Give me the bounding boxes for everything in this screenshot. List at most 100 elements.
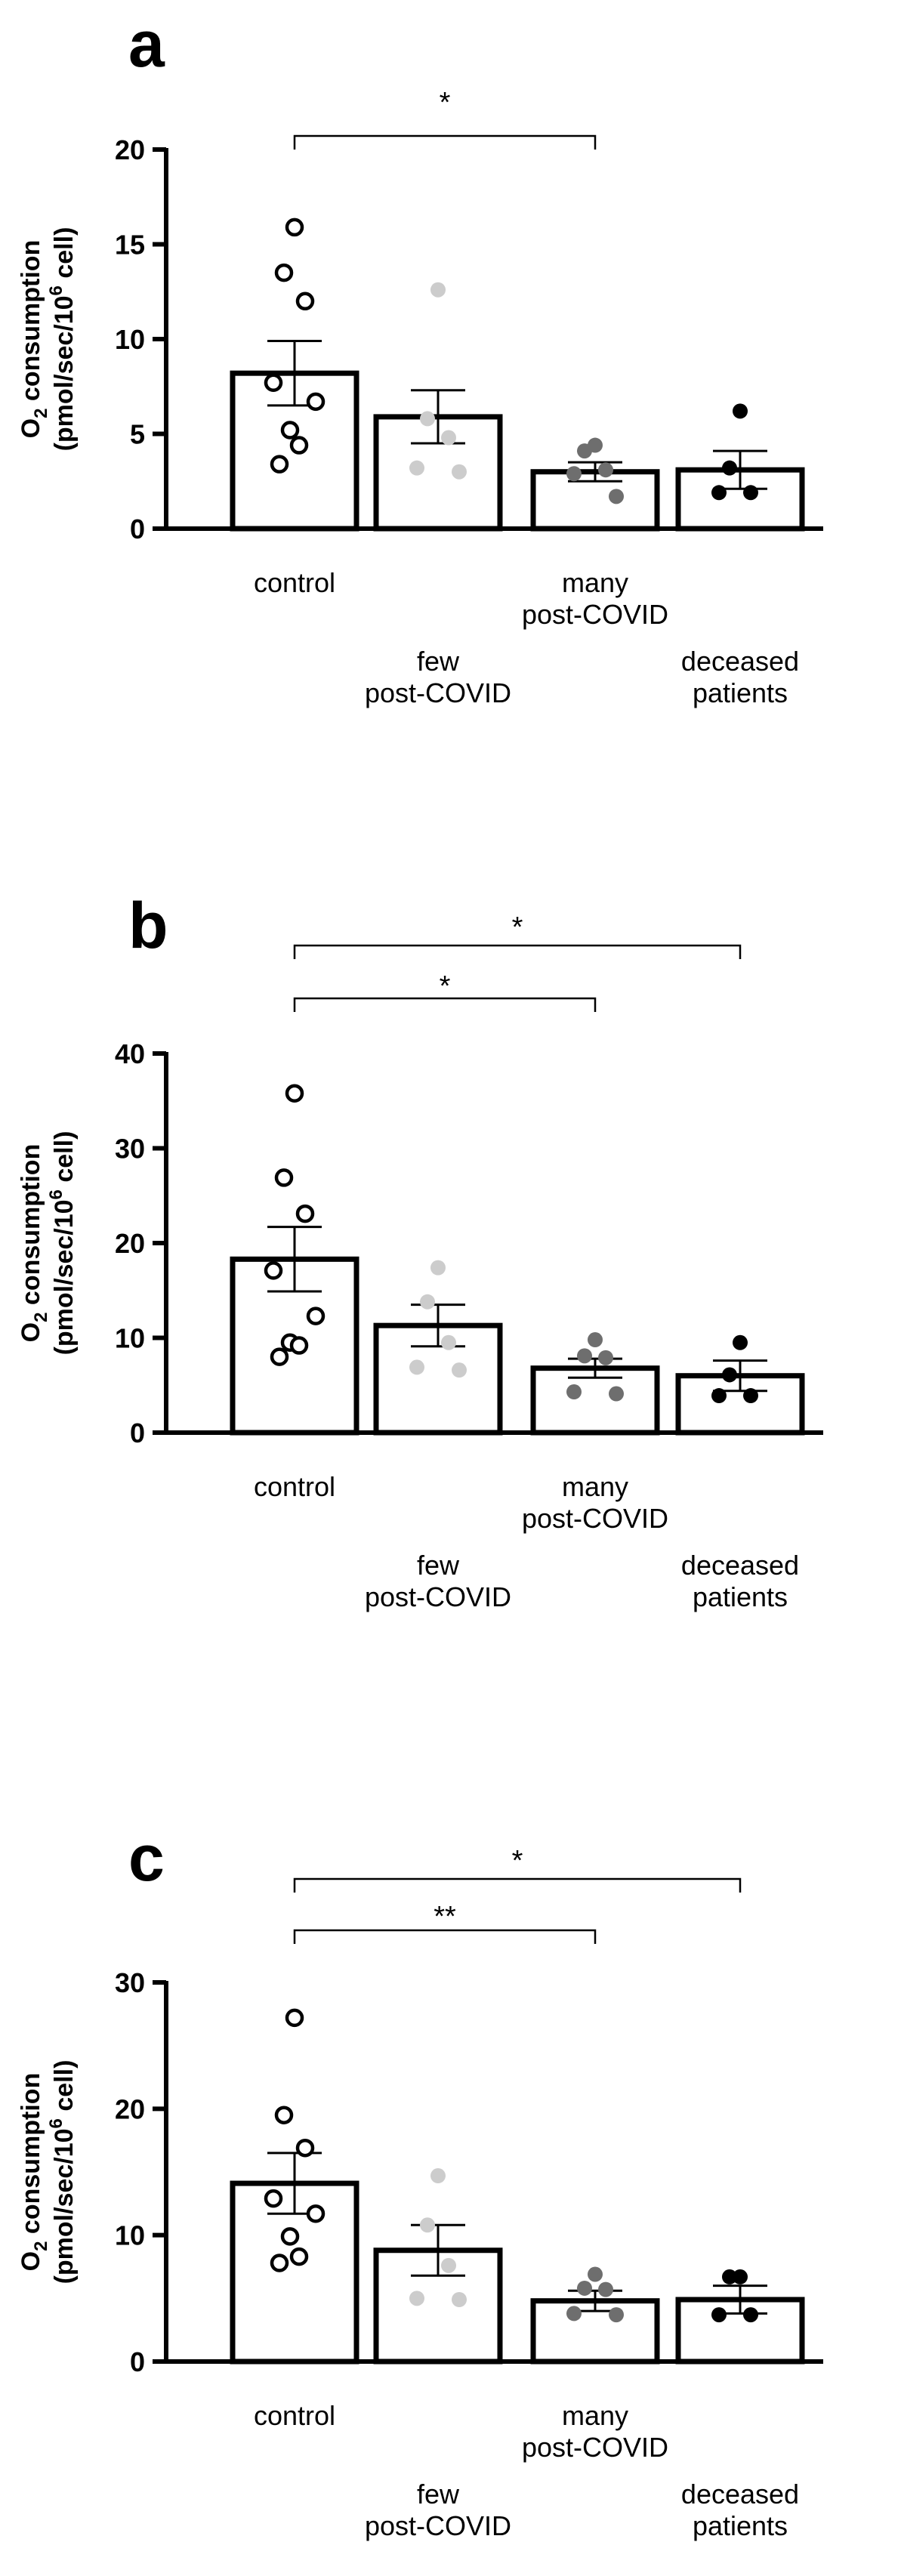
category-label: many <box>562 2400 628 2431</box>
significance-bracket <box>293 134 597 150</box>
data-point <box>733 2269 748 2284</box>
category-label: patients <box>693 2510 788 2541</box>
data-point <box>588 1332 603 1348</box>
data-point <box>285 1084 304 1103</box>
data-point <box>711 2307 727 2323</box>
significance-label: ** <box>434 1901 456 1933</box>
data-point <box>306 392 326 412</box>
data-point <box>441 1334 456 1350</box>
category-label: control <box>254 567 335 598</box>
panel-letter: a <box>128 8 165 81</box>
y-tick-label: 5 <box>130 419 145 450</box>
y-axis-label-main: O2 consumption <box>17 1144 51 1343</box>
y-axis-label-unit: (pmol/sec/106 cell) <box>46 2060 79 2284</box>
data-point <box>577 443 592 459</box>
data-point <box>722 460 737 476</box>
data-point <box>452 1362 467 1378</box>
data-point <box>452 2292 467 2308</box>
data-point <box>264 373 283 392</box>
y-tick-label: 30 <box>115 1967 145 1998</box>
y-tick-label: 15 <box>115 230 145 261</box>
data-point <box>733 1334 748 1350</box>
y-tick-label: 20 <box>115 134 145 165</box>
data-point <box>274 263 294 282</box>
category-label: patients <box>693 677 788 708</box>
category-label: control <box>254 2400 335 2431</box>
y-tick-label: 40 <box>115 1038 145 1069</box>
data-point <box>264 2189 283 2208</box>
y-tick-label: 10 <box>115 2220 145 2251</box>
y-tick-label: 30 <box>115 1134 145 1165</box>
y-tick-label: 0 <box>130 2346 145 2377</box>
chart-panel-a: a 0 5 10 15 20 O2 consumption (pmol/sec/106 cel… <box>17 8 823 708</box>
significance-label: * <box>440 970 451 1002</box>
data-point <box>722 2269 737 2284</box>
data-point <box>577 2280 592 2296</box>
data-point <box>306 2204 326 2223</box>
data-point <box>609 2307 624 2323</box>
data-point <box>743 2307 758 2323</box>
data-point <box>274 1168 294 1187</box>
data-point <box>295 1204 315 1223</box>
data-point <box>280 421 300 440</box>
bar <box>530 1365 660 1436</box>
significance-bracket <box>293 1877 742 1893</box>
data-point <box>430 1260 446 1276</box>
significance-label: * <box>512 1845 523 1877</box>
category-label: post-COVID <box>522 1503 668 1534</box>
y-axis-label-unit: (pmol/sec/106 cell) <box>46 1131 79 1356</box>
y-tick-label: 0 <box>130 514 145 545</box>
category-label: many <box>562 1471 628 1502</box>
data-point <box>566 1384 582 1400</box>
data-point <box>441 430 456 446</box>
category-label: few <box>417 2479 460 2510</box>
data-point <box>289 1336 309 1355</box>
data-point <box>289 436 309 455</box>
data-point <box>441 2257 456 2273</box>
category-label: post-COVID <box>365 2510 511 2541</box>
y-tick-label: 20 <box>115 2093 145 2124</box>
data-point <box>577 1348 592 1364</box>
significance-label: * <box>512 912 523 943</box>
chart-panel-c: c 0 10 20 30 O2 consumption (pmol/sec/106 cell… <box>17 1822 823 2541</box>
category-label: many <box>562 567 628 598</box>
data-point <box>598 462 613 478</box>
y-axis-label-unit: (pmol/sec/106 cell) <box>46 227 79 452</box>
y-tick-label: 10 <box>115 1323 145 1354</box>
category-label: post-COVID <box>522 2432 668 2463</box>
data-point <box>743 485 758 501</box>
data-point <box>289 2247 309 2266</box>
panel-letter: c <box>128 1822 165 1895</box>
data-point <box>270 455 289 474</box>
significance-bracket <box>293 1929 597 1944</box>
data-point <box>295 292 315 311</box>
data-point <box>598 1350 613 1365</box>
data-point <box>270 2254 289 2272</box>
y-axis-label-main: O2 consumption <box>17 2073 51 2272</box>
data-point <box>420 411 435 427</box>
data-point <box>733 403 748 419</box>
data-point <box>566 2306 582 2321</box>
y-axis-label-main: O2 consumption <box>17 240 51 439</box>
data-point <box>409 2291 424 2306</box>
category-label: deceased <box>681 2479 799 2510</box>
data-point <box>274 2106 294 2124</box>
y-tick-label: 20 <box>115 1228 145 1259</box>
category-label: patients <box>693 1581 788 1612</box>
data-point <box>598 2281 613 2297</box>
category-label: deceased <box>681 646 799 677</box>
data-point <box>588 2266 603 2282</box>
data-point <box>711 1388 727 1404</box>
category-label: few <box>417 1550 460 1581</box>
data-point <box>270 1347 289 1366</box>
data-point <box>420 2217 435 2233</box>
data-point <box>295 2138 315 2158</box>
data-point <box>420 1294 435 1310</box>
category-label: post-COVID <box>365 677 511 708</box>
data-point <box>566 466 582 482</box>
data-point <box>743 1388 758 1404</box>
significance-bracket <box>293 997 597 1012</box>
data-point <box>609 489 624 504</box>
category-label: control <box>254 1471 335 1502</box>
